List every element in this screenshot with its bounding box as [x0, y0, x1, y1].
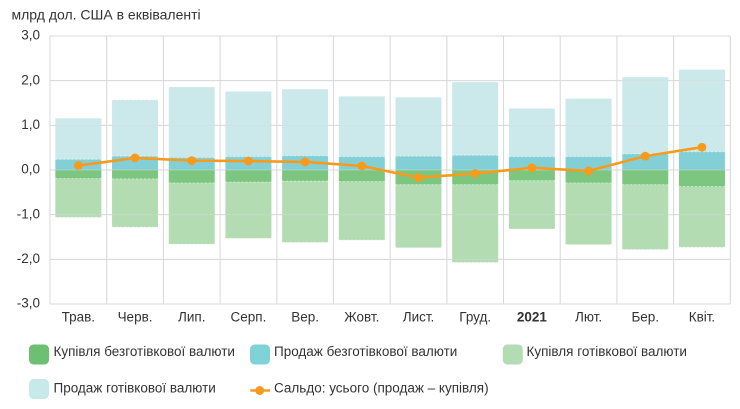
- svg-text:0,0: 0,0: [21, 162, 40, 177]
- svg-text:млрд дол. США в еквіваленті: млрд дол. США в еквіваленті: [12, 6, 201, 22]
- svg-text:Продаж безготівкової валюти: Продаж безготівкової валюти: [274, 344, 457, 359]
- svg-text:Купівля безготівкової валюти: Купівля безготівкової валюти: [54, 344, 235, 359]
- svg-text:-2,0: -2,0: [17, 251, 40, 266]
- svg-text:Жовт.: Жовт.: [344, 309, 379, 324]
- svg-text:2021: 2021: [517, 309, 548, 324]
- svg-text:Лист.: Лист.: [403, 309, 435, 324]
- svg-text:Бер.: Бер.: [631, 309, 659, 324]
- svg-text:Лип.: Лип.: [178, 309, 205, 324]
- svg-text:-1,0: -1,0: [17, 206, 40, 221]
- svg-text:Груд.: Груд.: [459, 309, 491, 324]
- svg-text:3,0: 3,0: [21, 28, 40, 43]
- svg-text:2,0: 2,0: [21, 72, 40, 87]
- svg-text:Продаж готівкової валюти: Продаж готівкової валюти: [54, 380, 216, 395]
- svg-text:-3,0: -3,0: [17, 296, 40, 311]
- svg-text:Черв.: Черв.: [118, 309, 153, 324]
- svg-text:Сальдо: усього (продаж – купів: Сальдо: усього (продаж – купівля): [274, 380, 489, 395]
- svg-text:1,0: 1,0: [21, 117, 40, 132]
- svg-text:Трав.: Трав.: [62, 309, 95, 324]
- svg-text:Лют.: Лют.: [575, 309, 602, 324]
- svg-text:Купівля готівкової валюти: Купівля готівкової валюти: [527, 344, 687, 359]
- svg-text:Квіт.: Квіт.: [689, 309, 715, 324]
- svg-text:Вер.: Вер.: [291, 309, 319, 324]
- svg-text:Серп.: Серп.: [231, 309, 267, 324]
